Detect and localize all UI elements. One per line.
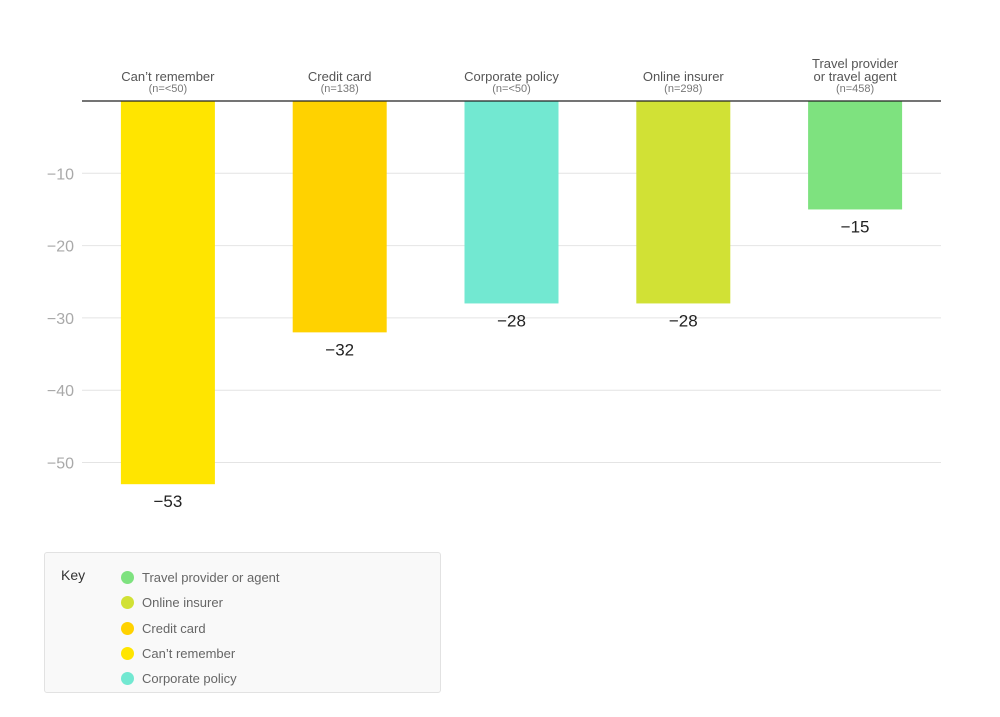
legend-list: Travel provider or agent Online insurer Cr… [121,565,280,691]
legend-title: Key [61,567,86,583]
data-label: −32 [325,340,354,359]
legend-item: Corporate policy [121,666,280,691]
legend-label: Online insurer [142,595,223,611]
legend-item: Travel provider or agent [121,565,280,590]
legend-label: Credit card [142,620,206,636]
bar [292,101,387,333]
y-tick-label: −20 [47,239,74,256]
legend: Key Travel provider or agent Online insur… [44,552,441,693]
legend-swatch [121,672,134,686]
bar [120,101,215,485]
bar [808,101,903,210]
y-tick-label: −30 [47,311,74,328]
legend-swatch [121,647,134,661]
category-label: Online insurer [643,69,725,84]
gridlines [82,172,941,463]
category-label: Can’t remember [121,69,215,84]
legend-swatch [121,621,134,635]
y-tick-label: −40 [47,383,74,400]
category-labels: Can’t remember(n=<50)Credit card(n=138)C… [121,56,899,95]
y-tick-label: −10 [47,166,74,183]
legend-label: Can’t remember [142,646,236,662]
category-sample-size: (n=138) [321,83,359,95]
category-label: Travel provider [812,56,899,71]
y-axis-ticks: −10 −20 −30 −40 −50 [47,166,74,472]
data-labels: −53 −32 −28 −28 −15 [153,217,869,511]
category-label: or travel agent [814,69,897,84]
data-label: −53 [153,492,182,511]
legend-item: Online insurer [121,590,280,615]
legend-item: Credit card [121,616,280,641]
legend-label: Travel provider or agent [142,570,280,586]
category-sample-size: (n=<50) [492,83,531,95]
bars [120,101,903,485]
category-label: Corporate policy [464,69,559,84]
data-label: −28 [669,311,698,330]
category-sample-size: (n=<50) [149,83,188,95]
data-label: −28 [497,311,526,330]
y-tick-label: −50 [47,456,74,473]
category-label: Credit card [308,69,372,84]
category-sample-size: (n=298) [664,83,702,95]
legend-swatch [121,596,134,610]
bar [636,101,731,304]
bar [464,101,559,304]
legend-label: Corporate policy [142,671,237,687]
category-sample-size: (n=458) [836,83,874,95]
data-label: −15 [841,217,870,236]
legend-swatch [121,571,134,585]
legend-item: Can’t remember [121,641,280,666]
